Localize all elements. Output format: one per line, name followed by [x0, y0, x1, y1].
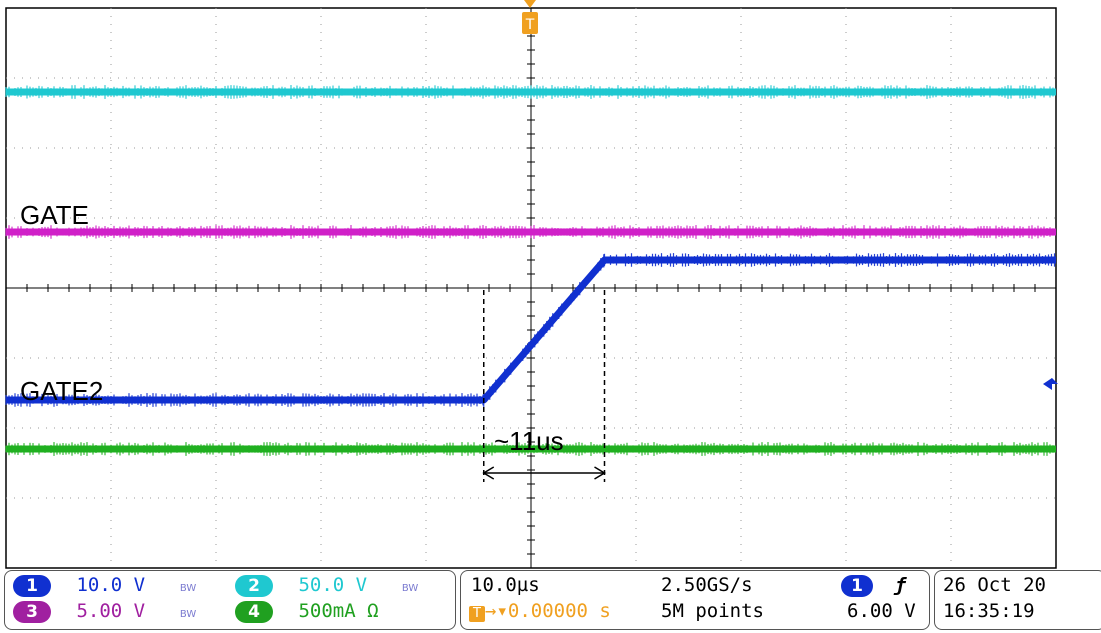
- ch2-bw-icon: BW: [401, 583, 419, 594]
- record-length: 5M points: [661, 600, 764, 622]
- trigger-marker-label: T: [525, 17, 535, 33]
- time-display: 16:35:19: [943, 600, 1035, 622]
- channel-panel[interactable]: 1 10.0 V BW 3 5.00 V BW 2 50.0 V BW 4 50…: [4, 570, 456, 630]
- gate2-trace-noise: [5, 253, 1056, 407]
- gate-trace-noise: [5, 225, 1054, 239]
- trigger-pos-icon: T: [469, 606, 485, 622]
- trigger-level: 6.00 V: [847, 600, 916, 622]
- ch4-scale: 500mA Ω: [298, 600, 379, 622]
- ch2-scale: 50.0 V: [298, 574, 368, 596]
- sample-rate: 2.50GS/s: [661, 574, 753, 596]
- gate2-label: GATE2: [20, 376, 104, 406]
- datetime-panel: 26 Oct 20 16:35:19: [934, 570, 1101, 630]
- channel-2-trace-noise: [5, 85, 1054, 99]
- ch1-badge[interactable]: 1: [13, 575, 51, 597]
- ch3-bw-icon: BW: [179, 609, 197, 620]
- ch3-badge[interactable]: 3: [13, 601, 51, 623]
- oscilloscope-display: T: [5, 0, 1058, 569]
- channel-4-trace-noise: [5, 442, 1054, 456]
- ch1-bw-icon: BW: [179, 583, 197, 594]
- trigger-slope-icon: ƒ: [894, 574, 906, 596]
- ch4-badge[interactable]: 4: [235, 601, 273, 623]
- traces: [5, 85, 1056, 456]
- timebase-value: 10.0µs: [471, 574, 540, 596]
- ch3-scale: 5.00 V: [76, 600, 146, 622]
- trigger-source-badge[interactable]: 1: [841, 575, 873, 597]
- trigger-position-marker: T: [522, 0, 538, 34]
- date-display: 26 Oct 20: [943, 574, 1046, 596]
- trigger-level-arrow-icon: [1043, 378, 1052, 390]
- timebase-panel[interactable]: 10.0µs T →▾0.00000 s 2.50GS/s 5M points 1…: [460, 570, 930, 630]
- ch2-badge[interactable]: 2: [235, 575, 273, 597]
- arrow-right-icon: [594, 466, 606, 480]
- rise-time-label: ~11us: [494, 426, 564, 456]
- trigger-arrow-icon: →▾: [485, 600, 508, 622]
- status-bar: 1 10.0 V BW 3 5.00 V BW 2 50.0 V BW 4 50…: [0, 570, 1101, 633]
- arrow-left-icon: [482, 466, 495, 480]
- rise-time-markers: [482, 290, 606, 482]
- trigger-position-value: 0.00000 s: [507, 600, 611, 622]
- ch1-scale: 10.0 V: [76, 574, 146, 596]
- gate-label: GATE: [20, 200, 89, 230]
- grid: [5, 7, 1057, 569]
